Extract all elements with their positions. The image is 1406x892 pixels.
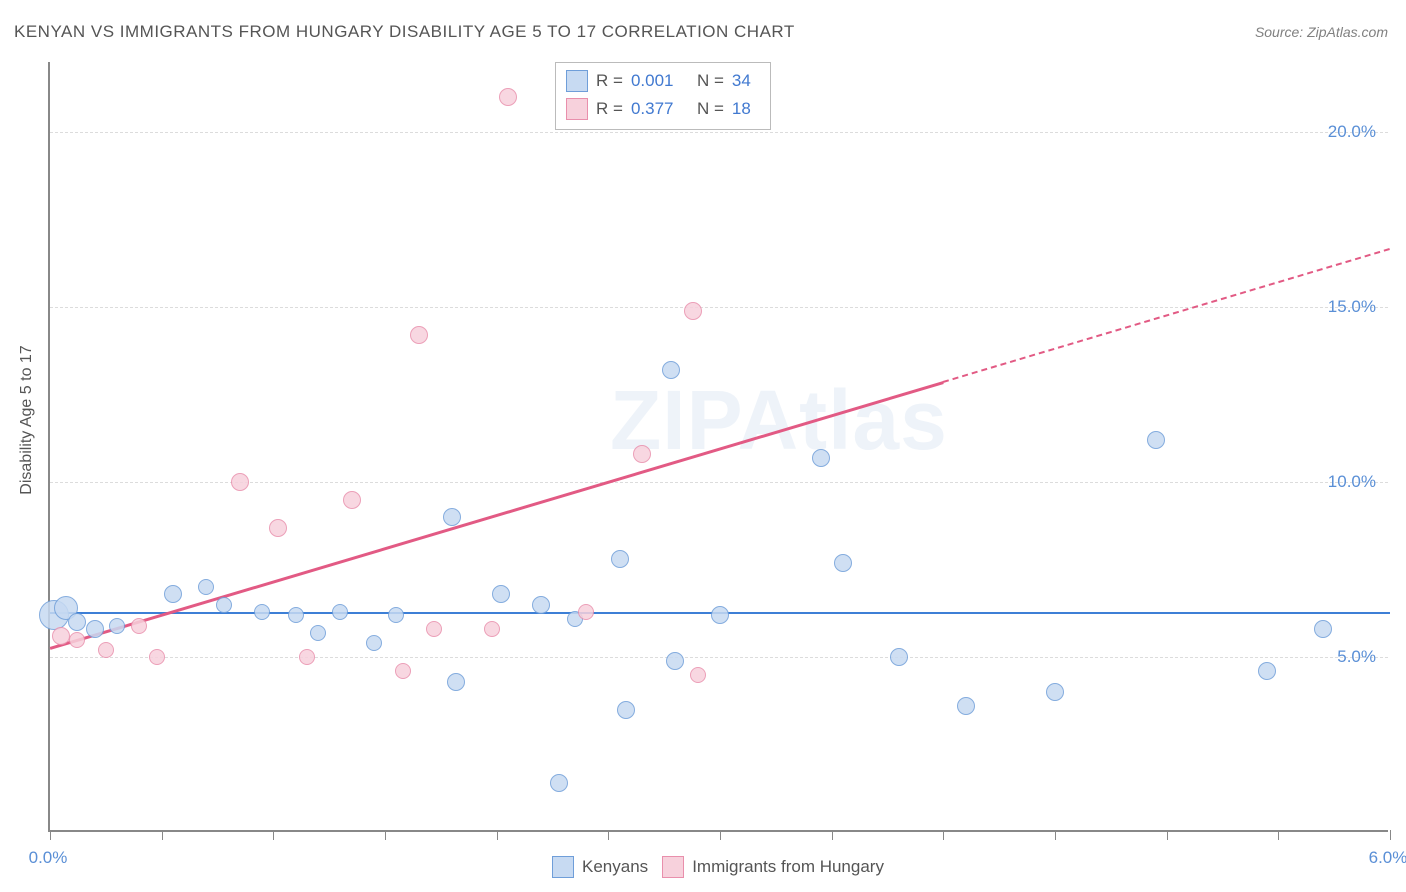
stats-box: R = 0.001 N = 34 R = 0.377 N = 18 bbox=[555, 62, 771, 130]
x-tick bbox=[1390, 830, 1391, 840]
gridline bbox=[50, 132, 1388, 133]
data-point bbox=[812, 449, 830, 467]
data-point bbox=[1046, 683, 1064, 701]
x-tick-label: 6.0% bbox=[1369, 848, 1406, 868]
legend-label: Kenyans bbox=[582, 857, 648, 877]
legend-swatch bbox=[566, 98, 588, 120]
data-point bbox=[131, 618, 147, 634]
data-point bbox=[86, 620, 104, 638]
legend: Kenyans Immigrants from Hungary bbox=[48, 856, 1388, 878]
data-point bbox=[578, 604, 594, 620]
stat-label: R = bbox=[596, 71, 623, 91]
x-tick bbox=[1278, 830, 1279, 840]
data-point bbox=[1314, 620, 1332, 638]
x-tick bbox=[943, 830, 944, 840]
legend-swatch bbox=[552, 856, 574, 878]
data-point bbox=[443, 508, 461, 526]
x-tick bbox=[1055, 830, 1056, 840]
data-point bbox=[617, 701, 635, 719]
data-point bbox=[395, 663, 411, 679]
x-tick bbox=[162, 830, 163, 840]
data-point bbox=[216, 597, 232, 613]
y-tick-label: 10.0% bbox=[1328, 472, 1376, 492]
legend-swatch bbox=[662, 856, 684, 878]
data-point bbox=[69, 632, 85, 648]
data-point bbox=[1147, 431, 1165, 449]
data-point bbox=[299, 649, 315, 665]
x-tick bbox=[1167, 830, 1168, 840]
data-point bbox=[611, 550, 629, 568]
legend-swatch bbox=[566, 70, 588, 92]
chart-title: KENYAN VS IMMIGRANTS FROM HUNGARY DISABI… bbox=[14, 22, 795, 42]
data-point bbox=[98, 642, 114, 658]
data-point bbox=[447, 673, 465, 691]
x-tick bbox=[720, 830, 721, 840]
stat-label: R = bbox=[596, 99, 623, 119]
stat-value: 0.001 bbox=[631, 71, 689, 91]
data-point bbox=[164, 585, 182, 603]
data-point bbox=[957, 697, 975, 715]
trend-line-dashed bbox=[943, 248, 1390, 383]
data-point bbox=[633, 445, 651, 463]
x-tick bbox=[385, 830, 386, 840]
stats-row: R = 0.001 N = 34 bbox=[566, 67, 760, 95]
data-point bbox=[410, 326, 428, 344]
stat-value: 0.377 bbox=[631, 99, 689, 119]
x-tick bbox=[832, 830, 833, 840]
plot-area: ZIPAtlas 5.0% 10.0% 15.0% 20.0% R = 0.001 N = 3… bbox=[48, 62, 1388, 832]
data-point bbox=[499, 88, 517, 106]
data-point bbox=[834, 554, 852, 572]
data-point bbox=[109, 618, 125, 634]
data-point bbox=[343, 491, 361, 509]
x-tick-label: 0.0% bbox=[29, 848, 68, 868]
data-point bbox=[690, 667, 706, 683]
data-point bbox=[484, 621, 500, 637]
data-point bbox=[550, 774, 568, 792]
gridline bbox=[50, 657, 1388, 658]
data-point bbox=[662, 361, 680, 379]
legend-item: Immigrants from Hungary bbox=[662, 856, 884, 878]
data-point bbox=[711, 606, 729, 624]
data-point bbox=[890, 648, 908, 666]
watermark: ZIPAtlas bbox=[610, 372, 948, 469]
x-tick bbox=[497, 830, 498, 840]
data-point bbox=[684, 302, 702, 320]
stat-value: 34 bbox=[732, 71, 760, 91]
x-tick bbox=[273, 830, 274, 840]
chart-container: KENYAN VS IMMIGRANTS FROM HUNGARY DISABI… bbox=[0, 0, 1406, 892]
gridline bbox=[50, 482, 1388, 483]
data-point bbox=[231, 473, 249, 491]
stat-label: N = bbox=[697, 99, 724, 119]
source-attribution: Source: ZipAtlas.com bbox=[1255, 24, 1388, 40]
data-point bbox=[269, 519, 287, 537]
data-point bbox=[388, 607, 404, 623]
y-tick-label: 5.0% bbox=[1337, 647, 1376, 667]
data-point bbox=[68, 613, 86, 631]
data-point bbox=[198, 579, 214, 595]
stats-row: R = 0.377 N = 18 bbox=[566, 95, 760, 123]
data-point bbox=[1258, 662, 1276, 680]
data-point bbox=[492, 585, 510, 603]
data-point bbox=[366, 635, 382, 651]
legend-label: Immigrants from Hungary bbox=[692, 857, 884, 877]
stat-label: N = bbox=[697, 71, 724, 91]
data-point bbox=[149, 649, 165, 665]
y-axis-label: Disability Age 5 to 17 bbox=[18, 345, 36, 494]
trend-line bbox=[50, 381, 944, 649]
y-tick-label: 15.0% bbox=[1328, 297, 1376, 317]
data-point bbox=[254, 604, 270, 620]
data-point bbox=[666, 652, 684, 670]
data-point bbox=[288, 607, 304, 623]
data-point bbox=[332, 604, 348, 620]
x-tick bbox=[608, 830, 609, 840]
data-point bbox=[52, 627, 70, 645]
stat-value: 18 bbox=[732, 99, 760, 119]
legend-item: Kenyans bbox=[552, 856, 648, 878]
data-point bbox=[310, 625, 326, 641]
y-tick-label: 20.0% bbox=[1328, 122, 1376, 142]
x-tick bbox=[50, 830, 51, 840]
data-point bbox=[426, 621, 442, 637]
data-point bbox=[532, 596, 550, 614]
